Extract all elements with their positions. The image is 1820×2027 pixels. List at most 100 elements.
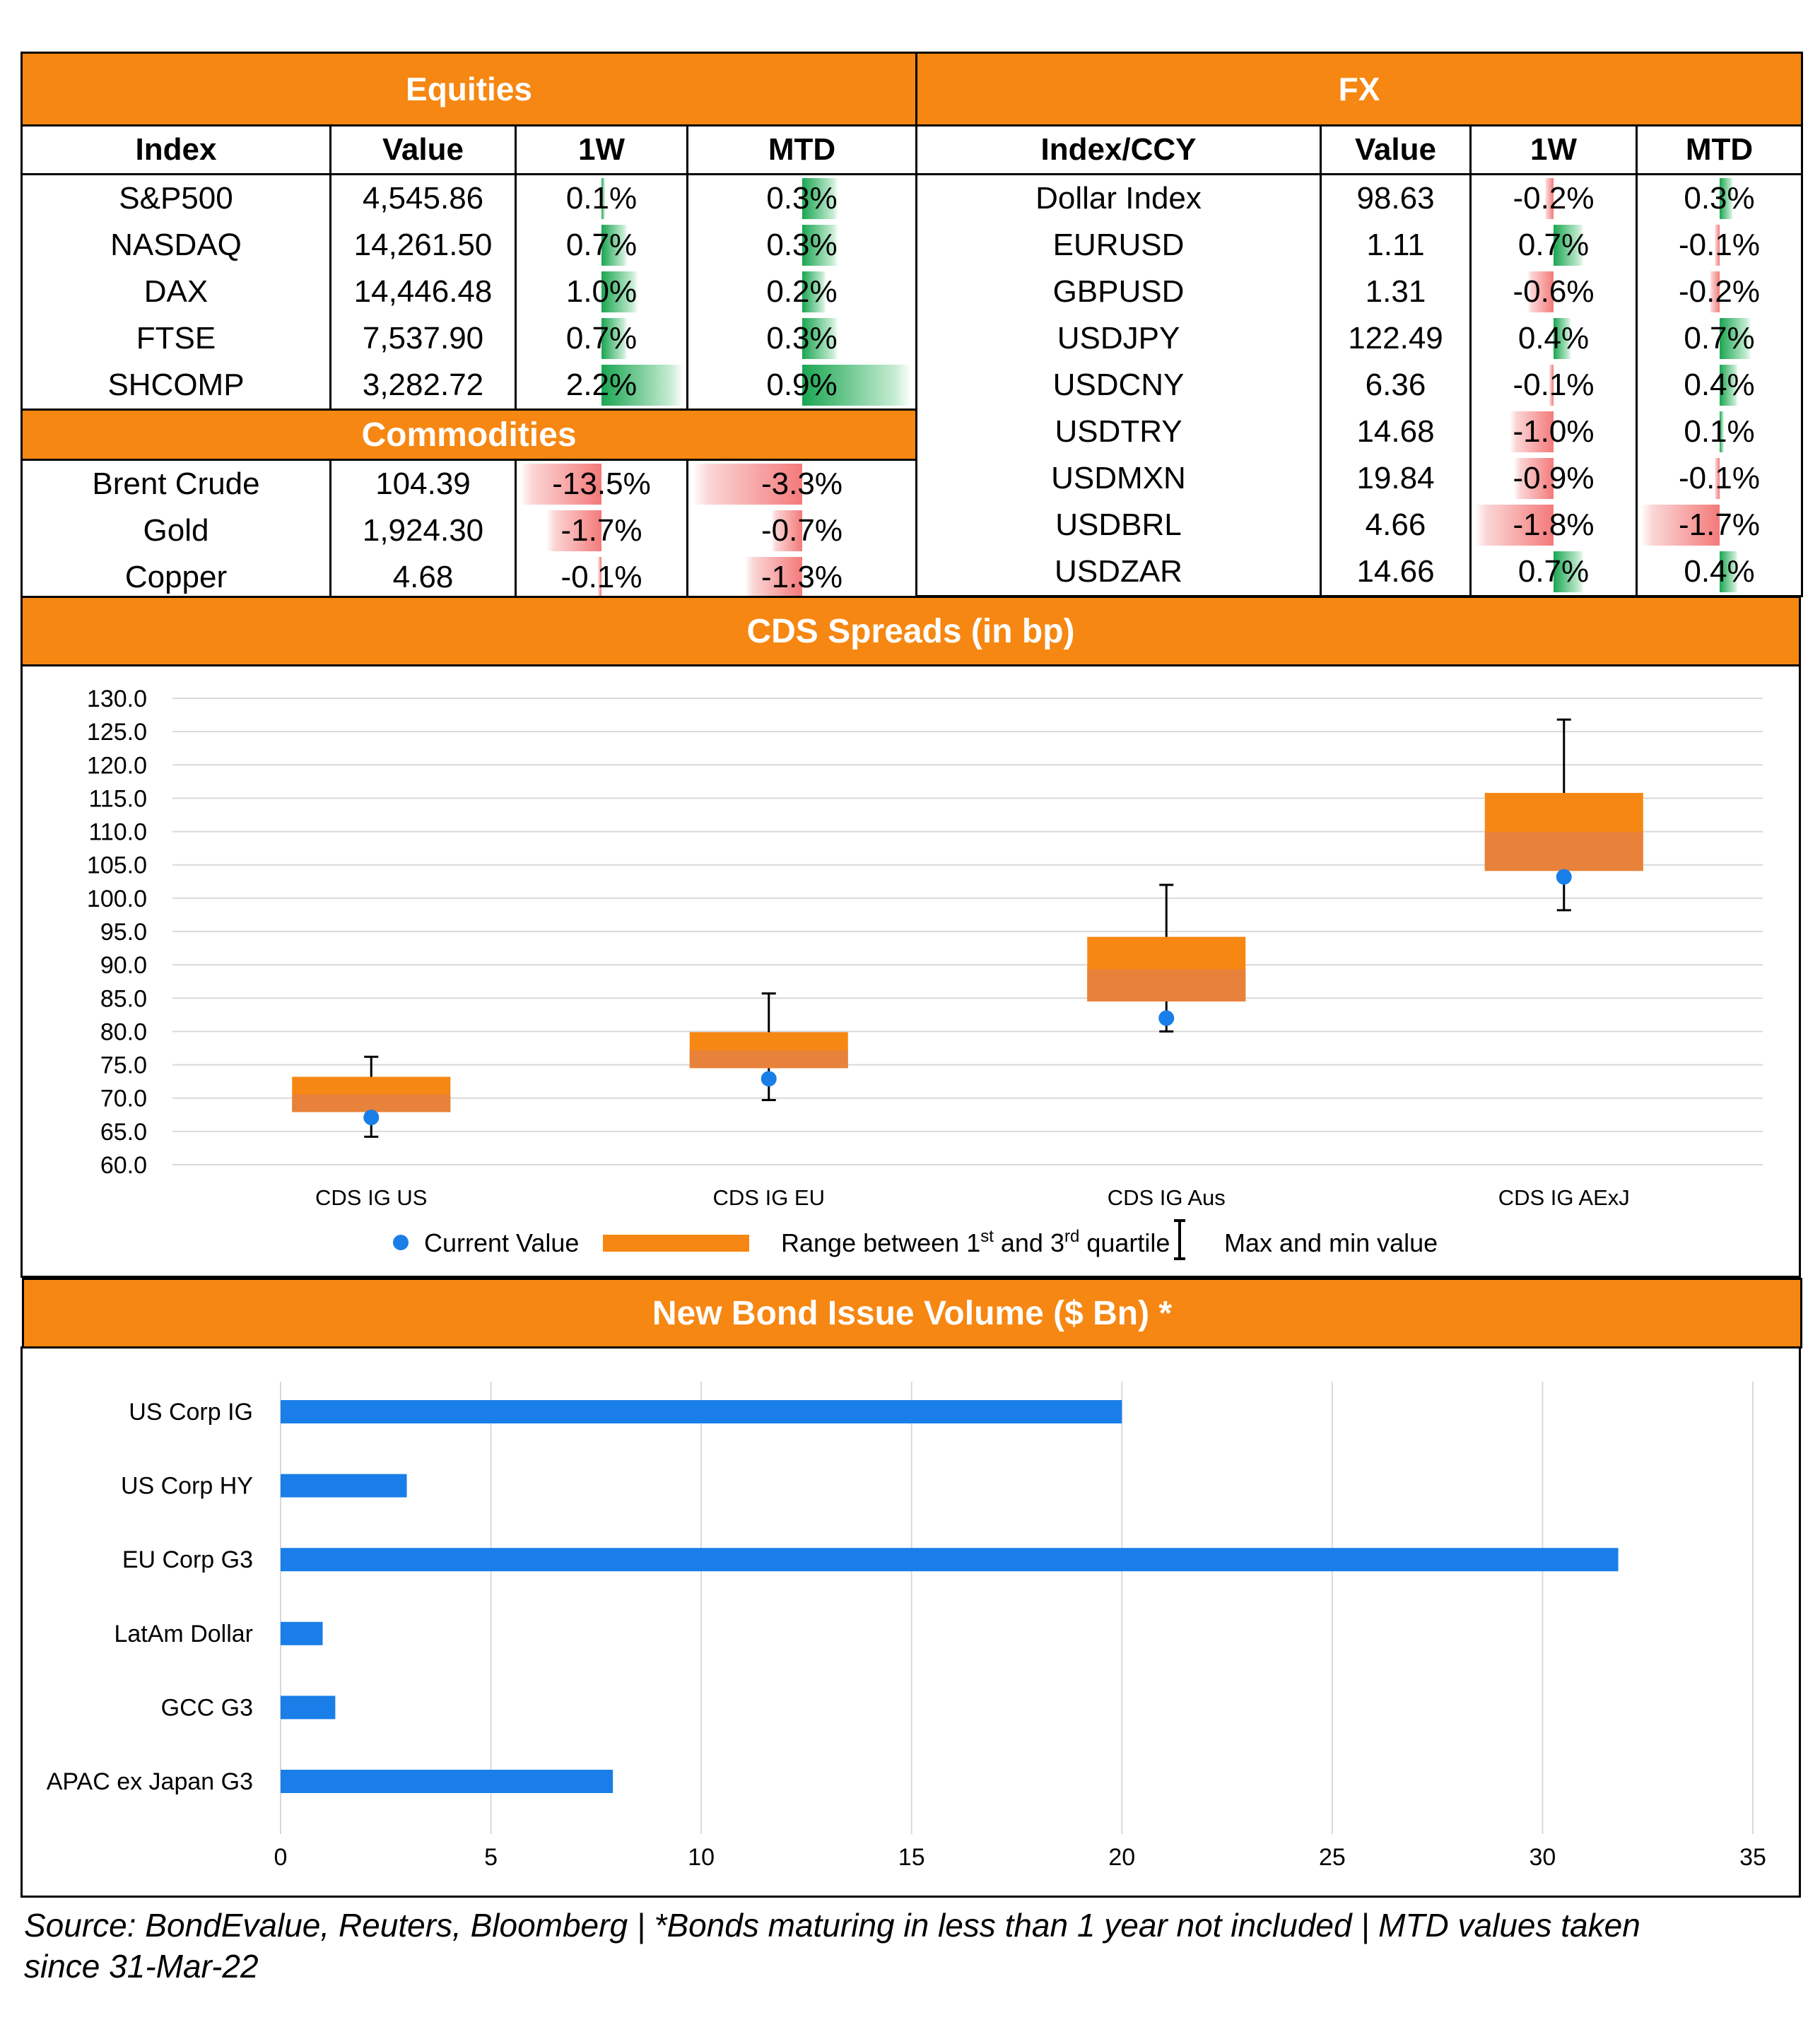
equity-mtd-text: 0.2% <box>766 274 838 309</box>
fx-mtd-databar <box>1719 411 1725 452</box>
equities-header-mtd: MTD <box>686 124 917 175</box>
legend-range-part: Range between 1 <box>781 1228 980 1257</box>
cds-y-tick-label: 70.0 <box>100 1086 147 1112</box>
commodity-w1-databar <box>598 557 601 598</box>
equity-mtd-databar <box>802 178 838 219</box>
equity-mtd-databar <box>802 225 838 266</box>
bond-category-label: EU Corp G3 <box>122 1546 253 1573</box>
equities-title: Equities <box>20 52 917 127</box>
equity-name: DAX <box>20 269 331 315</box>
fx-w1-cell: -1.8% <box>1469 502 1638 548</box>
commodity-mtd-cell: -1.3% <box>686 554 917 603</box>
fx-name: USDTRY <box>915 409 1322 455</box>
fx-name: USDJPY <box>915 315 1322 362</box>
cds-category-label: CDS IG EU <box>713 1185 825 1210</box>
fx-row-usdmxn: USDMXN 19.84 -0.9% -0.1% <box>915 455 1804 502</box>
equity-w1-databar <box>601 318 628 359</box>
fx-name: EURUSD <box>915 222 1322 269</box>
fx-row-gbpusd: GBPUSD 1.31 -0.6% -0.2% <box>915 269 1804 315</box>
equity-name: FTSE <box>20 315 331 362</box>
fx-w1-text: 0.7% <box>1517 554 1590 589</box>
cds-chart-title: CDS Spreads (in bp) <box>746 612 1075 650</box>
fx-mtd-cell: -0.1% <box>1635 455 1804 502</box>
equity-w1-cell: 0.1% <box>515 174 688 222</box>
equities-header-value: Value <box>329 124 517 175</box>
fx-mtd-cell: -0.2% <box>1635 269 1804 315</box>
equity-w1-cell: 0.7% <box>515 222 688 269</box>
fx-w1-text: 0.4% <box>1517 321 1590 356</box>
cds-y-tick-label: 85.0 <box>100 985 147 1012</box>
fx-value: 14.66 <box>1320 548 1472 597</box>
fx-w1-databar <box>1544 178 1554 219</box>
legend-range-part: quartile <box>1079 1228 1170 1257</box>
cds-y-tick-label: 90.0 <box>100 952 147 979</box>
fx-w1-databar <box>1554 551 1585 592</box>
fx-mtd-cell: 0.4% <box>1635 362 1804 409</box>
commodities-title: Commodities <box>20 409 917 461</box>
fx-mtd-text: -1.7% <box>1679 507 1760 542</box>
fx-w1-text: -1.8% <box>1513 507 1595 542</box>
equities-header-1w: 1W <box>515 124 688 175</box>
bond-chart-frame: US Corp IG US Corp HY EU Corp G3 LatAm Doll… <box>20 1346 1801 1898</box>
equity-mtd-text: 0.3% <box>766 321 838 356</box>
commodity-w1-text: -1.7% <box>560 513 642 548</box>
equity-w1-text: 2.2% <box>565 368 638 402</box>
equity-w1-text: 0.7% <box>565 228 638 262</box>
cds-y-tick-label: 125.0 <box>87 719 147 746</box>
legend-maxmin-marker <box>1174 1219 1185 1260</box>
cds-box-cds-ig-aexj <box>1484 718 1643 912</box>
commodity-mtd-cell: -0.7% <box>686 507 917 554</box>
fx-mtd-databar <box>1719 365 1738 406</box>
commodity-w1-databar <box>519 464 601 505</box>
fx-mtd-cell: 0.3% <box>1635 174 1804 222</box>
fx-name: GBPUSD <box>915 269 1322 315</box>
commodity-w1-cell: -0.1% <box>515 554 688 603</box>
fx-mtd-databar <box>1640 505 1720 546</box>
equity-w1-cell: 1.0% <box>515 269 688 315</box>
bond-bar-gcc-g3 <box>281 1696 336 1720</box>
fx-w1-cell: 0.7% <box>1469 222 1638 269</box>
fx-value: 19.84 <box>1320 455 1472 502</box>
equity-name: NASDAQ <box>20 222 331 269</box>
fx-w1-cell: 0.7% <box>1469 548 1638 597</box>
commodity-w1-cell: -13.5% <box>515 459 688 507</box>
equity-w1-databar <box>601 365 683 406</box>
fx-w1-databar <box>1514 458 1554 499</box>
equity-mtd-cell: 0.2% <box>686 269 917 315</box>
equity-value: 3,282.72 <box>329 362 517 410</box>
commodity-mtd-databar <box>745 557 802 598</box>
equity-mtd-databar <box>802 318 838 359</box>
cds-chart-frame: 130.0 125.0 120.0 115.0 110.0 105.0 100.0 95.0 9… <box>20 664 1801 1278</box>
fx-w1-cell: -1.0% <box>1469 409 1638 455</box>
fx-w1-text: -1.0% <box>1513 414 1595 449</box>
bond-bar-us-corp-hy <box>281 1474 407 1498</box>
bond-bar-apac-ex-japan-g3 <box>281 1770 613 1793</box>
commodity-w1-text: -0.1% <box>560 560 642 594</box>
cds-quartile-box-lower <box>292 1094 451 1112</box>
equities-header-index: Index <box>20 124 331 175</box>
bond-category-label: GCC G3 <box>161 1694 253 1721</box>
bond-x-tick-label: 5 <box>484 1844 498 1871</box>
fx-row-usdbrl: USDBRL 4.66 -1.8% -1.7% <box>915 502 1804 548</box>
bond-x-tick-label: 35 <box>1739 1844 1766 1871</box>
equity-mtd-text: 0.3% <box>766 228 838 262</box>
commodity-value: 104.39 <box>329 459 517 507</box>
fx-w1-cell: -0.1% <box>1469 362 1638 409</box>
cds-y-tick-label: 80.0 <box>100 1018 147 1045</box>
fx-w1-databar <box>1510 411 1554 452</box>
commodity-mtd-text: -3.3% <box>761 466 843 501</box>
bond-category-label: APAC ex Japan G3 <box>47 1768 253 1795</box>
legend-maxmin-label: Max and min value <box>1224 1228 1438 1257</box>
legend-range-marker <box>603 1235 749 1252</box>
cds-y-tick-label: 100.0 <box>87 886 147 912</box>
fx-row-eurusd: EURUSD 1.11 0.7% -0.1% <box>915 222 1804 269</box>
fx-value: 6.36 <box>1320 362 1472 409</box>
commodity-row-copper: Copper 4.68 -0.1% -1.3% <box>20 554 917 603</box>
fx-header-1w: 1W <box>1469 124 1638 175</box>
bond-bar-latam-dollar <box>281 1621 323 1645</box>
fx-w1-cell: 0.4% <box>1469 315 1638 362</box>
bond-chart: US Corp IG US Corp HY EU Corp G3 LatAm Doll… <box>47 1382 1766 1871</box>
fx-mtd-cell: 0.7% <box>1635 315 1804 362</box>
fx-mtd-text: -0.2% <box>1679 274 1760 309</box>
fx-w1-databar <box>1549 365 1554 406</box>
